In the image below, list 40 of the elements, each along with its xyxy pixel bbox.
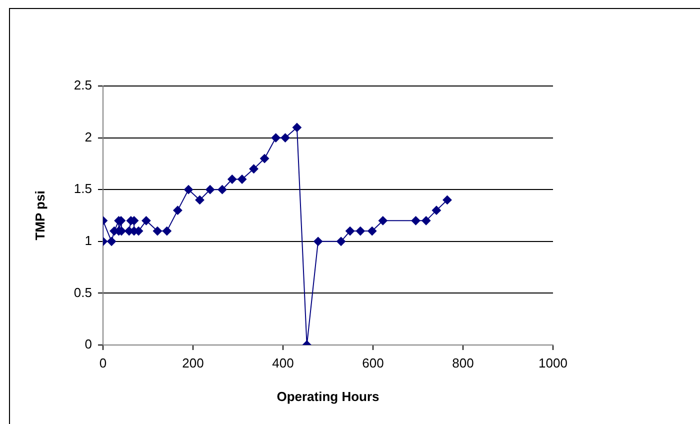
- x-tick-label: 0: [99, 355, 107, 370]
- y-tick-label: 0.5: [74, 284, 92, 300]
- point: [107, 236, 116, 246]
- y-tick-label: 1.5: [74, 181, 92, 196]
- point: [260, 154, 270, 164]
- point: [206, 185, 215, 194]
- point: [378, 216, 388, 226]
- y-tick-label: 2: [84, 129, 92, 144]
- x-tick-label: 1000: [538, 355, 568, 370]
- point: [218, 185, 227, 194]
- point: [422, 216, 431, 226]
- x-axis-title: Operating Hours: [276, 388, 380, 404]
- y-axis-title: TMP psi: [32, 190, 48, 240]
- x-tick-label: 600: [362, 355, 384, 370]
- point: [195, 195, 204, 204]
- point: [368, 226, 377, 236]
- point: [162, 226, 172, 236]
- point: [152, 226, 162, 236]
- point: [238, 174, 247, 184]
- point: [142, 216, 151, 226]
- point: [411, 216, 420, 226]
- point: [336, 236, 346, 246]
- point: [228, 174, 237, 184]
- x-tick-label: 800: [452, 355, 474, 370]
- point: [249, 164, 258, 174]
- point: [271, 133, 280, 142]
- point: [346, 226, 355, 236]
- x-tick-label: 400: [272, 355, 294, 370]
- y-tick-label: 0: [84, 336, 92, 352]
- point: [314, 236, 323, 246]
- y-tick-label: 2.5: [74, 78, 92, 93]
- point: [432, 206, 441, 215]
- point: [184, 185, 193, 194]
- point: [356, 226, 365, 236]
- point: [173, 206, 182, 215]
- y-tick-label: 1: [84, 232, 92, 248]
- point: [280, 133, 290, 142]
- point: [292, 122, 302, 132]
- x-tick-label: 200: [182, 355, 204, 370]
- point: [442, 195, 452, 204]
